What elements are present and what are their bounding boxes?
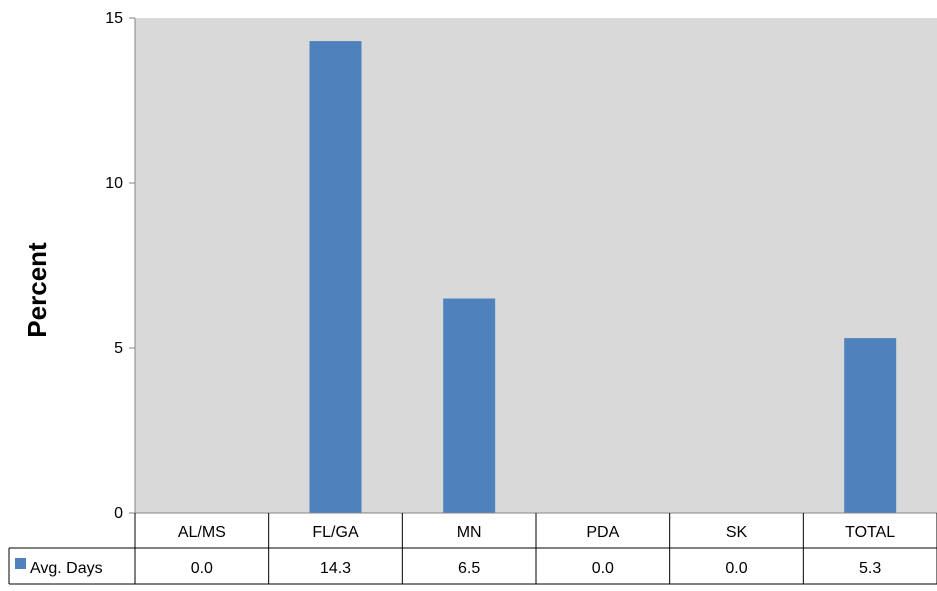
plot-area — [135, 18, 937, 513]
category-label: MN — [457, 524, 482, 541]
bar-total — [844, 338, 897, 513]
bars-layer — [309, 41, 897, 513]
category-label: AL/MS — [178, 524, 226, 541]
data-value-label: 0.0 — [725, 560, 747, 577]
data-value-label: 5.3 — [859, 560, 881, 577]
category-label: FL/GA — [312, 524, 359, 541]
data-value-label: 0.0 — [191, 560, 213, 577]
data-value-label: 14.3 — [320, 560, 351, 577]
category-label: TOTAL — [845, 524, 895, 541]
category-label: SK — [726, 524, 748, 541]
y-tick-label: 15 — [105, 10, 123, 27]
y-axis-label: Percent — [22, 242, 52, 338]
bar-fl-ga — [309, 41, 362, 513]
y-tick-label: 10 — [105, 175, 123, 192]
category-label: PDA — [586, 524, 619, 541]
y-tick-label: 5 — [114, 340, 123, 357]
bar-mn — [443, 298, 496, 513]
data-table: AL/MS 0.0 FL/GA 14.3 MN 6.5 PDA 0.0 SK 0.0 TOTAL 5.… — [8, 513, 937, 585]
y-tick-label: 0 — [114, 505, 123, 522]
data-value-label: 6.5 — [458, 560, 480, 577]
legend-series-name: Avg. Days — [30, 560, 103, 577]
y-ticks-layer: 0 5 10 15 — [105, 10, 135, 522]
data-value-label: 0.0 — [592, 560, 614, 577]
legend-swatch — [15, 558, 26, 569]
